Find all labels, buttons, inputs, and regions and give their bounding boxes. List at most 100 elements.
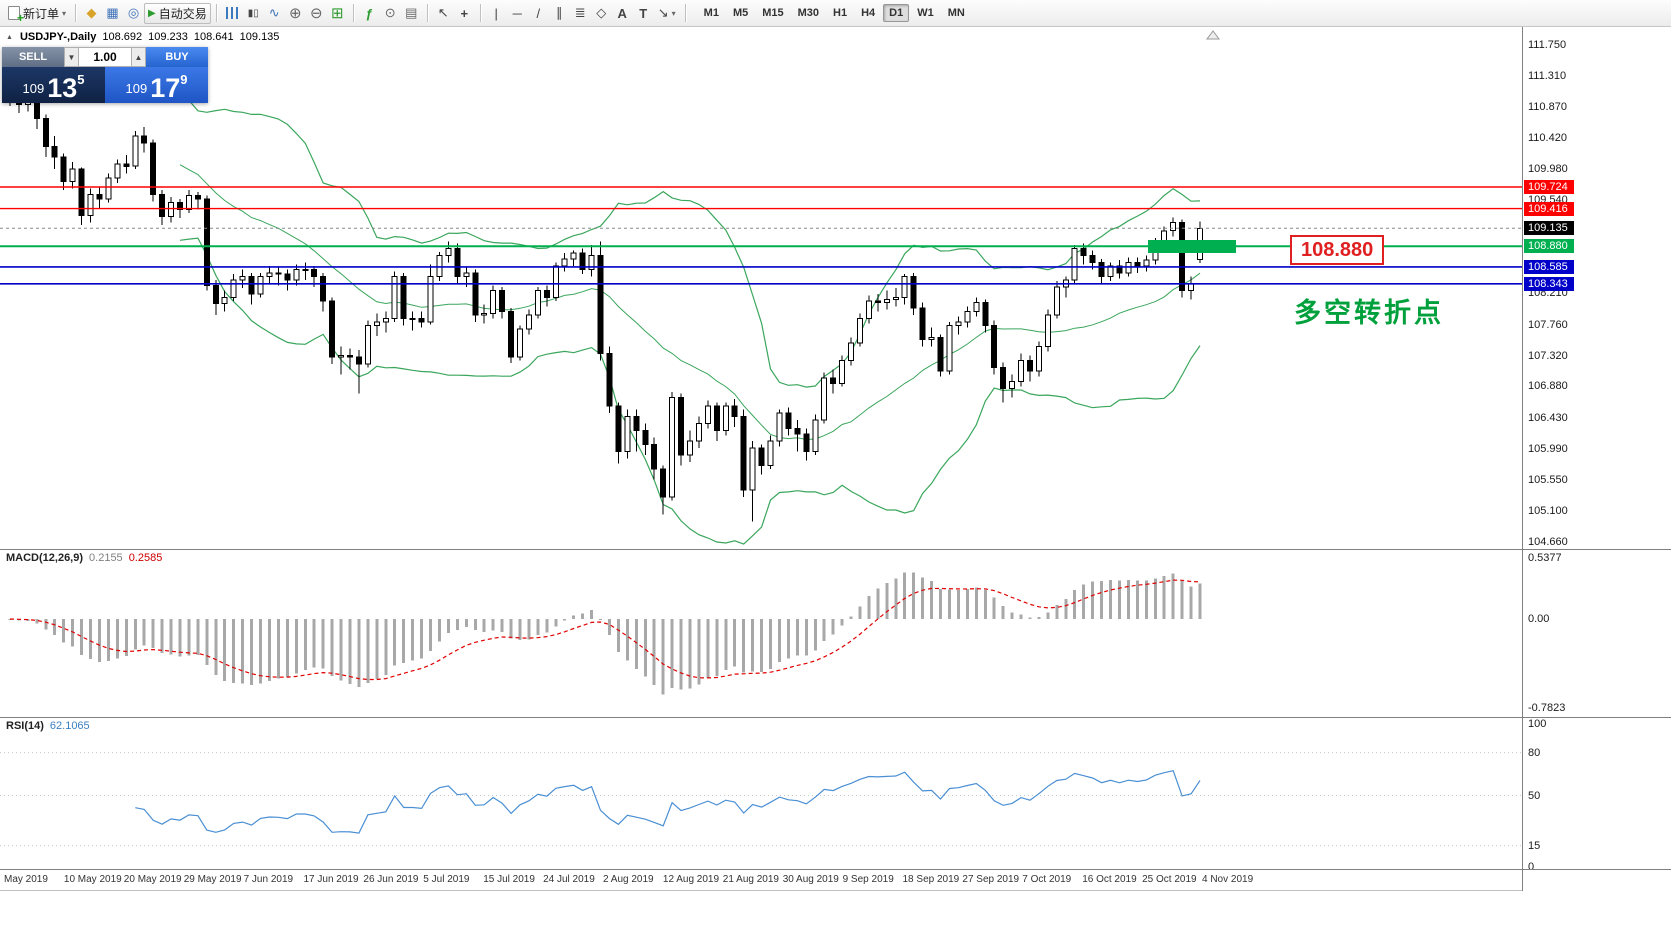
date-label: 27 Sep 2019 <box>962 874 1020 885</box>
line-chart-button[interactable]: ∿ <box>264 3 285 24</box>
bar-chart-button[interactable] <box>222 3 243 24</box>
candlestick-chart-button[interactable]: ▮▯ <box>243 3 264 24</box>
date-label: 16 Oct 2019 <box>1082 874 1137 885</box>
ohlc-high: 109.233 <box>148 31 188 43</box>
timeframe-button-h4[interactable]: H4 <box>861 7 876 19</box>
date-label: 29 May 2019 <box>183 874 242 885</box>
price-annotation-label: 108.880 <box>1290 235 1385 265</box>
label-tool-button[interactable]: T <box>633 3 654 24</box>
rsi-axis-label: 0 <box>1528 861 1535 873</box>
timeframe-button-d1[interactable]: D1 <box>883 4 910 22</box>
macd-histogram <box>8 572 1202 695</box>
volume-decrease-button[interactable]: ▼ <box>64 47 79 67</box>
panel-splitter[interactable] <box>0 717 1671 718</box>
vertical-line-button[interactable]: | <box>486 3 507 24</box>
sell-price-button[interactable]: 109 13 5 <box>2 67 105 103</box>
channel-icon: ∥ <box>556 5 563 20</box>
buy-price-button[interactable]: 109 17 9 <box>105 67 208 103</box>
price-axis-label: 111.750 <box>1528 39 1567 51</box>
navigator-icon: ◎ <box>127 5 140 20</box>
data-window-button[interactable]: ▦ <box>102 3 123 24</box>
trendline-button[interactable]: / <box>528 3 549 24</box>
one-click-toggle-icon[interactable]: ▲ <box>6 33 13 41</box>
label-tool-icon: T <box>639 5 648 21</box>
vertical-line-icon: | <box>494 5 498 21</box>
toolbar-separator <box>479 4 481 22</box>
market-watch-button[interactable]: ◆ <box>81 3 102 24</box>
timeframe-button-m1[interactable]: M1 <box>703 7 719 19</box>
arrow-tools-button[interactable]: ↘ ▾ <box>654 3 680 24</box>
sell-price-sup: 5 <box>77 72 85 87</box>
toolbar-separator <box>352 4 354 22</box>
timeframe-button-m15[interactable]: M15 <box>762 7 784 19</box>
zoom-in-icon: ⊕ <box>288 5 302 22</box>
indicators-button[interactable]: ƒ <box>359 3 380 24</box>
clock-icon: ⊙ <box>384 5 396 20</box>
new-order-button[interactable]: 新订单 ▾ <box>4 3 70 25</box>
macd-main-value: 0.2155 <box>89 552 123 564</box>
timeframe-button-m5[interactable]: M5 <box>732 7 749 19</box>
price-axis-label: 110.870 <box>1528 100 1567 113</box>
rsi-line <box>135 769 1201 834</box>
chart-shift-marker[interactable] <box>1206 30 1220 40</box>
panel-splitter[interactable] <box>0 549 1671 550</box>
price-axis-label: 105.990 <box>1528 442 1568 455</box>
rsi-axis-label: 50 <box>1528 789 1541 802</box>
date-axis[interactable]: May 2019 10 May 2019 20 May 2019 29 May 201… <box>0 869 1671 891</box>
price-axis-label: 109.980 <box>1528 163 1568 176</box>
navigator-button[interactable]: ◎ <box>123 3 144 24</box>
template-icon: ▤ <box>405 5 418 20</box>
sell-button[interactable]: SELL <box>2 47 64 67</box>
cursor-button[interactable]: ↖ <box>433 3 454 24</box>
zoom-out-button[interactable]: ⊖ <box>306 3 327 24</box>
horizontal-line-button[interactable]: ─ <box>507 3 528 24</box>
trendline-icon: / <box>536 5 541 21</box>
date-label: 5 Jul 2019 <box>423 874 470 885</box>
buy-button[interactable]: BUY <box>146 47 208 67</box>
date-label: 7 Oct 2019 <box>1022 874 1072 885</box>
timeframe-button-m30[interactable]: M30 <box>797 7 820 19</box>
data-window-icon: ▦ <box>106 5 119 20</box>
ohlc-open: 108.692 <box>102 31 143 43</box>
autotrading-button[interactable]: ▶ 自动交易 <box>144 2 211 24</box>
ohlc-low: 108.641 <box>193 31 234 43</box>
candlestick-icon: ▮▯ <box>247 7 259 19</box>
timeframe-button-w1[interactable]: W1 <box>917 7 934 19</box>
ohlc-close: 109.135 <box>239 31 280 43</box>
date-label: 15 Jul 2019 <box>483 874 535 885</box>
rsi-panel: RSI(14) 62.1065 <box>0 717 1522 869</box>
timeframe-toolbar: M1 M5 M15 M30 H1 H4 D1 W1 MN <box>697 4 972 22</box>
autotrading-label: 自动交易 <box>158 6 207 21</box>
shapes-button[interactable]: ◇ <box>591 3 612 24</box>
crosshair-button[interactable]: + <box>454 3 475 24</box>
date-label: 10 May 2019 <box>63 874 122 885</box>
macd-signal-value: 0.2585 <box>128 552 163 564</box>
price-axis-label: 106.880 <box>1528 380 1568 393</box>
periods-button[interactable]: ⊙ <box>380 3 401 24</box>
indicators-icon: ƒ <box>365 5 373 21</box>
sell-price-prefix: 109 <box>22 81 45 96</box>
shapes-icon: ◇ <box>596 5 607 20</box>
buy-price-sup: 9 <box>180 72 188 87</box>
macd-chart <box>8 572 1202 695</box>
candlestick-chart[interactable] <box>0 27 1522 549</box>
timeframe-button-mn[interactable]: MN <box>947 7 965 19</box>
text-tool-icon: A <box>617 5 627 21</box>
volume-increase-button[interactable]: ▲ <box>131 47 146 67</box>
timeframe-button-h1[interactable]: H1 <box>833 7 848 19</box>
zoom-in-button[interactable]: ⊕ <box>285 3 306 24</box>
macd-name: MACD(12,26,9) <box>6 552 84 564</box>
new-order-icon <box>8 6 24 25</box>
price-scale[interactable]: 111.750 111.310 110.870 110.420 109.980 109.5… <box>1522 27 1671 891</box>
templates-button[interactable]: ▤ <box>401 3 422 24</box>
channel-button[interactable]: ∥ <box>549 3 570 24</box>
text-tool-button[interactable]: A <box>612 3 633 24</box>
macd-label: MACD(12,26,9) 0.2155 0.2585 <box>6 552 162 564</box>
fibonacci-button[interactable]: ≣ <box>570 3 591 24</box>
volume-input[interactable] <box>79 47 131 67</box>
tile-windows-button[interactable]: ⊞ <box>327 3 348 24</box>
macd-axis-label: -0.7823 <box>1528 701 1566 714</box>
line-chart-icon: ∿ <box>268 5 280 20</box>
panel-splitter[interactable] <box>0 869 1671 870</box>
date-label: 7 Jun 2019 <box>243 874 294 885</box>
